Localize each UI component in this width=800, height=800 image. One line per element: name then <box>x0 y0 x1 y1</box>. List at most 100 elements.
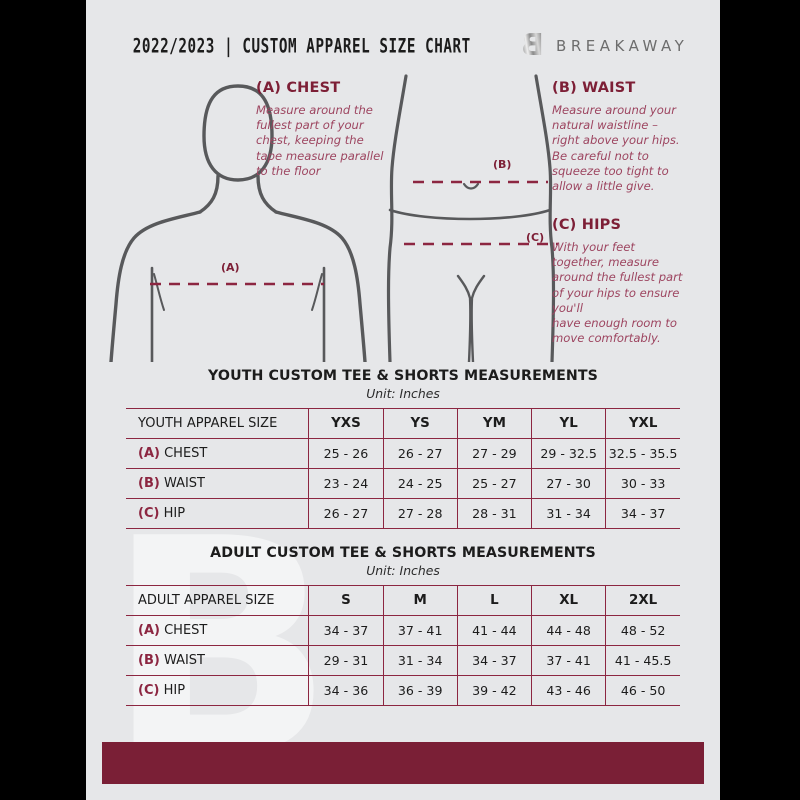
chest-measure-label: (A) <box>221 261 240 274</box>
youth-waist-yxl: 30 - 33 <box>605 468 680 499</box>
adult-waist-m: 31 - 34 <box>383 645 458 676</box>
adult-size-col-3: XL <box>531 585 607 616</box>
page-title: 2022/2023 | CUSTOM APPAREL SIZE CHART <box>132 34 471 58</box>
adult-waist-s: 29 - 31 <box>308 645 384 676</box>
breakaway-logo-icon: B <box>521 28 545 63</box>
row-tag: (C) <box>138 683 160 698</box>
youth-chest-yxs: 25 - 26 <box>308 438 384 469</box>
youth-table-title: YOUTH CUSTOM TEE & SHORTS MEASUREMENTS <box>208 368 598 384</box>
adult-chest-xl: 44 - 48 <box>531 615 607 646</box>
adult-hip-2xl: 46 - 50 <box>605 675 680 706</box>
youth-size-col-0: YXS <box>308 408 384 439</box>
youth-size-header: YOUTH APPAREL SIZE <box>126 408 310 439</box>
row-label: WAIST <box>163 653 206 668</box>
footer-bar <box>102 742 704 784</box>
measurement-diagram: (A) (B) (C) (A) CHEST Measure around the… <box>86 72 720 362</box>
note-hips-body: With your feet together, measure around … <box>552 240 683 346</box>
table-row: (B) WAIST 29 - 31 31 - 34 34 - 37 37 - 4… <box>126 645 680 676</box>
size-chart-page: B 2022/2023 | CUSTOM APPAREL SIZE CHART … <box>86 0 720 800</box>
adult-waist-2xl: 41 - 45.5 <box>605 645 680 676</box>
hips-measure-label: (C) <box>526 231 545 244</box>
table-header-row: ADULT APPAREL SIZE S M L XL 2XL <box>126 585 680 616</box>
adult-size-col-4: 2XL <box>605 585 680 616</box>
upper-body-figure <box>109 84 367 362</box>
youth-row-label-waist: (B) WAIST <box>126 468 310 499</box>
adult-hip-xl: 43 - 46 <box>531 675 607 706</box>
row-label: CHEST <box>164 623 208 638</box>
adult-table-body: ADULT APPAREL SIZE S M L XL 2XL (A) CHES… <box>126 585 680 706</box>
row-label: HIP <box>163 683 186 698</box>
adult-waist-xl: 37 - 41 <box>531 645 607 676</box>
adult-size-header: ADULT APPAREL SIZE <box>126 585 310 616</box>
row-tag: (A) <box>138 623 160 638</box>
adult-size-table-block: ADULT CUSTOM TEE & SHORTS MEASUREMENTS U… <box>126 545 680 706</box>
youth-chest-yxl: 32.5 - 35.5 <box>605 438 680 469</box>
row-tag: (A) <box>138 446 160 461</box>
youth-size-col-1: YS <box>383 408 458 439</box>
adult-table-unit: Unit: Inches <box>366 563 440 578</box>
adult-chest-m: 37 - 41 <box>383 615 458 646</box>
adult-row-label-hip: (C) HIP <box>126 675 310 706</box>
page-header: 2022/2023 | CUSTOM APPAREL SIZE CHART B … <box>86 26 720 66</box>
youth-hip-yxl: 34 - 37 <box>605 498 680 529</box>
note-hips-title: (C) HIPS <box>552 217 622 233</box>
youth-waist-yxs: 23 - 24 <box>308 468 384 499</box>
note-chest-body: Measure around the fullest part of your … <box>256 103 384 178</box>
youth-size-table-block: YOUTH CUSTOM TEE & SHORTS MEASUREMENTS U… <box>126 368 680 529</box>
lower-body-figure <box>386 74 556 362</box>
row-label: CHEST <box>164 446 208 461</box>
note-chest: (A) CHEST Measure around the fullest par… <box>256 80 416 179</box>
youth-chest-yl: 29 - 32.5 <box>531 438 607 469</box>
table-row: (C) HIP 34 - 36 36 - 39 39 - 42 43 - 46 … <box>126 675 680 706</box>
youth-row-label-chest: (A) CHEST <box>126 438 310 469</box>
youth-size-col-2: YM <box>457 408 533 439</box>
adult-hip-s: 34 - 36 <box>308 675 384 706</box>
adult-size-col-1: M <box>383 585 458 616</box>
youth-waist-ym: 25 - 27 <box>457 468 533 499</box>
youth-chest-ys: 26 - 27 <box>383 438 458 469</box>
youth-size-table: YOUTH APPAREL SIZE YXS YS YM YL YXL (A) … <box>126 408 680 529</box>
youth-size-col-4: YXL <box>605 408 680 439</box>
youth-waist-yl: 27 - 30 <box>531 468 607 499</box>
table-row: (A) CHEST 25 - 26 26 - 27 27 - 29 29 - 3… <box>126 438 680 469</box>
youth-size-col-3: YL <box>531 408 607 439</box>
adult-size-table: ADULT APPAREL SIZE S M L XL 2XL (A) CHES… <box>126 585 680 706</box>
youth-hip-ym: 28 - 31 <box>457 498 533 529</box>
table-row: (B) WAIST 23 - 24 24 - 25 25 - 27 27 - 3… <box>126 468 680 499</box>
adult-chest-2xl: 48 - 52 <box>605 615 680 646</box>
youth-table-body: YOUTH APPAREL SIZE YXS YS YM YL YXL (A) … <box>126 408 680 529</box>
adult-size-col-2: L <box>457 585 533 616</box>
youth-hip-yxs: 26 - 27 <box>308 498 384 529</box>
note-waist: (B) WAIST Measure around your natural wa… <box>552 80 710 194</box>
youth-table-unit: Unit: Inches <box>366 386 440 401</box>
adult-chest-l: 41 - 44 <box>457 615 533 646</box>
brand-lockup: B BREAKAWAY <box>521 28 689 63</box>
table-row: (A) CHEST 34 - 37 37 - 41 41 - 44 44 - 4… <box>126 615 680 646</box>
youth-hip-yl: 31 - 34 <box>531 498 607 529</box>
note-waist-title: (B) WAIST <box>552 80 636 96</box>
row-label: WAIST <box>163 476 206 491</box>
adult-chest-s: 34 - 37 <box>308 615 384 646</box>
adult-hip-l: 39 - 42 <box>457 675 533 706</box>
table-row: (C) HIP 26 - 27 27 - 28 28 - 31 31 - 34 … <box>126 498 680 529</box>
adult-hip-m: 36 - 39 <box>383 675 458 706</box>
row-tag: (B) <box>138 476 160 491</box>
adult-waist-l: 34 - 37 <box>457 645 533 676</box>
youth-chest-ym: 27 - 29 <box>457 438 533 469</box>
waist-measure-label: (B) <box>493 158 512 171</box>
note-chest-title: (A) CHEST <box>256 80 341 96</box>
adult-table-title: ADULT CUSTOM TEE & SHORTS MEASUREMENTS <box>210 545 596 561</box>
adult-row-label-chest: (A) CHEST <box>126 615 310 646</box>
brand-name: BREAKAWAY <box>556 37 689 55</box>
row-tag: (B) <box>138 653 160 668</box>
row-label: HIP <box>163 506 186 521</box>
youth-waist-ys: 24 - 25 <box>383 468 458 499</box>
youth-row-label-hip: (C) HIP <box>126 498 310 529</box>
note-waist-body: Measure around your natural waistline – … <box>552 103 680 194</box>
row-tag: (C) <box>138 506 160 521</box>
youth-hip-ys: 27 - 28 <box>383 498 458 529</box>
adult-size-col-0: S <box>308 585 384 616</box>
table-header-row: YOUTH APPAREL SIZE YXS YS YM YL YXL <box>126 408 680 439</box>
note-hips: (C) HIPS With your feet together, measur… <box>552 217 710 346</box>
